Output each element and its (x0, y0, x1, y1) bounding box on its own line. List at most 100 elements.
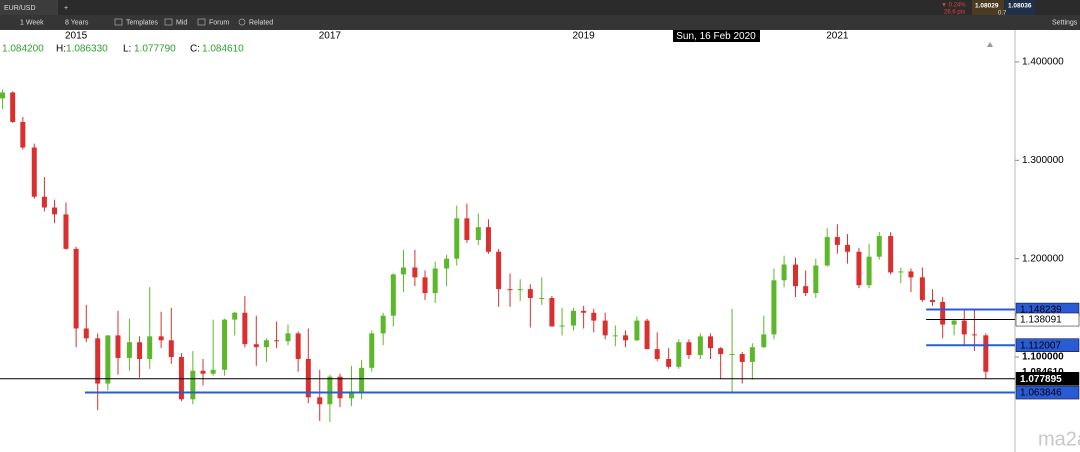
line-label: 1.148239 (1020, 305, 1062, 316)
symbol: EUR/USD (4, 5, 36, 12)
candle-body (549, 297, 555, 327)
candle-body (274, 340, 280, 342)
candle-body (305, 358, 311, 398)
y-tick-label: 1.200000 (1022, 253, 1064, 264)
icon (197, 18, 206, 26)
candle-body (813, 265, 819, 294)
readout-high: 1.086330 (66, 44, 108, 55)
candle-body (454, 218, 460, 259)
candle-body (866, 256, 872, 286)
candle-body (602, 320, 608, 336)
candle-body (697, 336, 703, 356)
crosshair-label: Sun, 16 Feb 2020 (676, 31, 756, 42)
candle-body (400, 267, 406, 275)
candle-body (412, 267, 418, 278)
toolbar-button[interactable]: Forum (209, 19, 229, 26)
line-label-box (1015, 385, 1080, 400)
candle-body (422, 277, 428, 294)
ohlc-readout: 1.084200 H: 1.086330 L: 1.077790 C: 1.08… (2, 44, 244, 55)
icon (164, 18, 173, 26)
line-label: 1.138091 (1020, 315, 1062, 326)
ask-box[interactable] (1005, 0, 1035, 15)
symbol-tab[interactable] (0, 0, 58, 15)
readout-key: L: (123, 44, 131, 55)
candle-body (380, 315, 386, 334)
line-label-box (1015, 312, 1080, 327)
candle-body (793, 264, 799, 287)
candle-body (951, 320, 957, 325)
candle-body (475, 227, 481, 240)
candle-body (876, 236, 882, 257)
candle-body (147, 336, 153, 359)
add-tab[interactable]: + (64, 5, 68, 12)
candle-body (115, 335, 121, 358)
toolbar-button[interactable]: Templates (126, 19, 158, 26)
y-tick-label: 1.300000 (1022, 155, 1064, 166)
candle-body (31, 147, 37, 197)
range[interactable]: 8 Years (65, 19, 89, 26)
candle-body (52, 207, 58, 215)
candle-body (559, 325, 565, 327)
candle-body (612, 335, 618, 337)
readout-key: H: (56, 44, 66, 55)
candle-body (930, 299, 936, 302)
scroll-icon[interactable] (987, 42, 993, 47)
readout-open: 1.084200 (2, 44, 44, 55)
change: ▼ 0.24% (941, 3, 966, 9)
toolbar-button[interactable]: Related (249, 19, 273, 26)
candle-body (158, 336, 164, 341)
candle-body (348, 391, 354, 399)
candle-body (971, 334, 977, 336)
x-tick-label: 2015 (65, 31, 88, 42)
candle-body (940, 301, 946, 325)
icon (238, 18, 246, 26)
bid-box[interactable] (972, 0, 1004, 15)
candle-body (285, 333, 291, 342)
readout-close: 1.084610 (202, 44, 244, 55)
line-label: 1.063846 (1020, 388, 1062, 399)
candle-body (137, 342, 143, 359)
candle-body (41, 196, 47, 208)
candle-body (222, 319, 228, 370)
candle-body (242, 312, 248, 345)
candle-body (200, 370, 206, 374)
candle-body (591, 312, 597, 321)
y-tick-label: 1.400000 (1022, 57, 1064, 68)
candle-body (0, 92, 6, 99)
candle-body (73, 248, 79, 329)
spread: 0.7 (998, 11, 1007, 17)
candle-body (369, 333, 375, 368)
candle-body (676, 342, 682, 367)
candle-body (919, 277, 925, 300)
candle-body (464, 218, 470, 240)
candle-body (644, 320, 650, 350)
candle-body (634, 320, 640, 341)
candle-body (253, 344, 259, 348)
readout-low: 1.077790 (134, 44, 176, 55)
line-label: 1.077895 (1020, 374, 1062, 385)
candle-body (10, 92, 16, 122)
interval[interactable]: 1 Week (20, 19, 44, 26)
candle-body (834, 237, 840, 245)
candle-body (570, 310, 576, 326)
candle-body (390, 274, 396, 316)
candle-body (168, 340, 174, 357)
candle-body (888, 236, 894, 273)
candle-body (708, 336, 713, 349)
ask: 1.08036 (1008, 3, 1032, 10)
candle-body (781, 264, 787, 281)
candle-body (327, 376, 333, 405)
candle-body (666, 358, 672, 367)
candle-body (845, 244, 851, 252)
candle-body (517, 289, 523, 291)
candle-body (105, 335, 111, 384)
readout-key: C: (190, 44, 200, 55)
candle-body (908, 271, 914, 278)
candle-body (729, 354, 735, 356)
candle-body (359, 367, 365, 392)
candle-body (654, 349, 660, 359)
candle-body (961, 320, 967, 335)
toolbar-button[interactable]: Mid (176, 19, 187, 26)
settings[interactable]: Settings (1052, 19, 1078, 26)
change-box (938, 0, 972, 15)
